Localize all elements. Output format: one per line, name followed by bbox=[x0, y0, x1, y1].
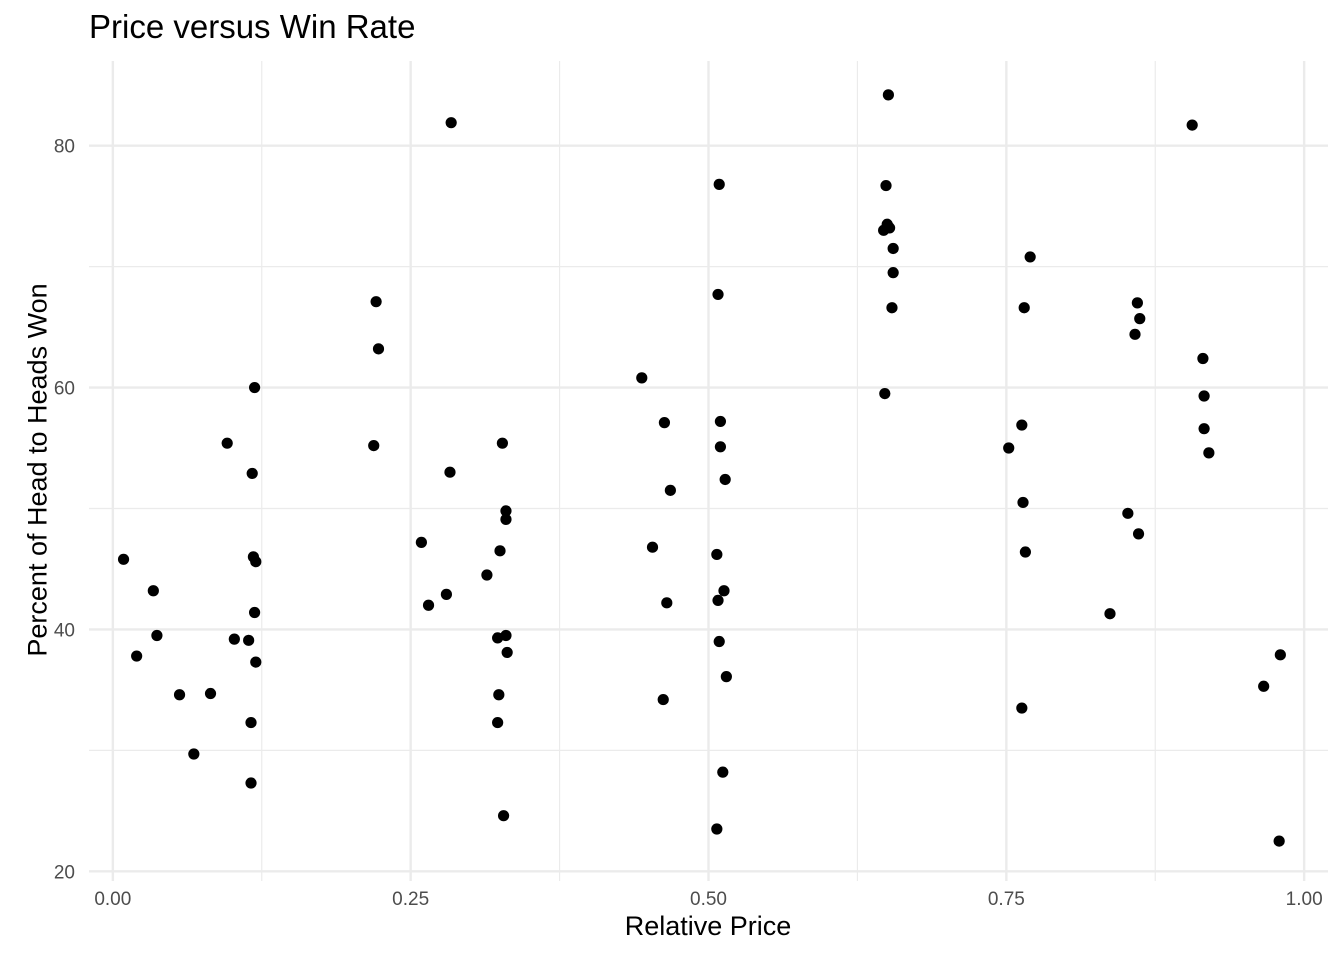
data-point bbox=[245, 777, 257, 789]
data-point bbox=[204, 687, 217, 700]
data-point bbox=[886, 302, 898, 314]
data-point bbox=[1016, 702, 1028, 714]
data-point bbox=[1134, 313, 1146, 325]
x-tick-label: 1.00 bbox=[1286, 889, 1323, 910]
data-point bbox=[221, 437, 233, 449]
data-point bbox=[713, 635, 725, 648]
data-point bbox=[714, 441, 727, 453]
y-tick-label: 20 bbox=[54, 862, 75, 883]
data-point bbox=[879, 387, 891, 400]
data-points bbox=[117, 89, 1286, 847]
data-point bbox=[1104, 608, 1116, 620]
data-point bbox=[481, 569, 493, 581]
x-tick-label: 0.00 bbox=[94, 889, 131, 910]
data-point bbox=[1003, 442, 1015, 454]
data-point bbox=[445, 117, 457, 129]
data-point bbox=[492, 716, 504, 729]
data-point bbox=[712, 594, 724, 607]
x-tick-label: 0.50 bbox=[690, 889, 727, 910]
y-axis-ticks: 20 40 60 80 bbox=[54, 137, 75, 884]
data-point bbox=[720, 671, 732, 683]
data-point bbox=[245, 716, 257, 729]
data-point bbox=[1019, 546, 1031, 558]
data-point bbox=[117, 553, 130, 565]
y-tick-label: 40 bbox=[54, 620, 75, 641]
x-axis-label: Relative Price bbox=[624, 911, 792, 941]
data-point bbox=[372, 343, 385, 355]
data-point bbox=[500, 513, 512, 525]
data-point bbox=[1024, 251, 1036, 263]
x-axis-ticks: 0.00 0.25 0.50 0.75 1.00 bbox=[94, 889, 1322, 910]
major-gridlines bbox=[89, 61, 1328, 881]
data-point bbox=[657, 693, 669, 706]
data-point bbox=[636, 372, 648, 384]
y-axis-label: Percent of Head to Heads Won bbox=[22, 283, 53, 657]
data-point bbox=[1198, 390, 1210, 402]
data-point bbox=[883, 222, 896, 234]
data-point bbox=[887, 267, 899, 279]
data-point bbox=[415, 536, 427, 548]
data-point bbox=[243, 634, 255, 646]
data-point bbox=[1132, 528, 1145, 540]
data-point bbox=[496, 437, 508, 449]
data-point bbox=[714, 415, 727, 428]
data-point bbox=[880, 179, 892, 192]
data-point bbox=[250, 656, 262, 668]
data-point bbox=[501, 646, 513, 659]
data-point bbox=[664, 484, 676, 496]
data-point bbox=[712, 288, 724, 301]
data-point bbox=[493, 689, 505, 701]
data-point bbox=[658, 417, 671, 429]
data-point bbox=[711, 823, 723, 835]
data-point bbox=[444, 466, 456, 478]
data-point bbox=[1198, 423, 1210, 435]
data-point bbox=[713, 178, 725, 190]
data-point bbox=[1258, 680, 1270, 692]
data-point bbox=[882, 89, 894, 101]
data-point bbox=[151, 629, 163, 642]
x-tick-label: 0.75 bbox=[988, 889, 1025, 910]
x-tick-label: 0.25 bbox=[392, 889, 429, 910]
data-point bbox=[1197, 352, 1209, 365]
data-point bbox=[718, 585, 730, 597]
data-point bbox=[1016, 419, 1028, 431]
data-point bbox=[497, 810, 510, 822]
data-point bbox=[1186, 119, 1198, 131]
data-point bbox=[440, 588, 453, 600]
data-point bbox=[887, 242, 899, 255]
data-point bbox=[250, 556, 262, 568]
data-point bbox=[717, 766, 729, 778]
data-point bbox=[646, 541, 659, 553]
data-point bbox=[173, 689, 186, 701]
data-point bbox=[661, 597, 673, 609]
data-point bbox=[368, 440, 380, 452]
y-tick-label: 80 bbox=[54, 137, 75, 158]
data-point bbox=[1203, 447, 1215, 459]
data-point bbox=[131, 650, 143, 662]
data-point bbox=[1274, 649, 1286, 661]
data-point bbox=[147, 585, 159, 597]
data-point bbox=[500, 629, 512, 642]
chart-title: Price versus Win Rate bbox=[89, 8, 416, 45]
data-point bbox=[188, 748, 200, 760]
data-point bbox=[1018, 302, 1030, 314]
data-point bbox=[1273, 835, 1285, 847]
data-point bbox=[719, 473, 731, 486]
data-point bbox=[1129, 328, 1141, 340]
data-point bbox=[494, 545, 506, 557]
data-point bbox=[1017, 496, 1029, 509]
data-point bbox=[248, 606, 261, 619]
data-point bbox=[370, 296, 382, 308]
data-point bbox=[1131, 297, 1143, 309]
data-point bbox=[228, 633, 240, 645]
data-point bbox=[422, 599, 435, 611]
y-tick-label: 60 bbox=[54, 379, 75, 400]
data-point bbox=[248, 381, 261, 394]
data-point bbox=[500, 505, 512, 517]
data-point bbox=[711, 548, 723, 561]
data-point bbox=[246, 467, 258, 480]
data-point bbox=[1122, 507, 1134, 519]
